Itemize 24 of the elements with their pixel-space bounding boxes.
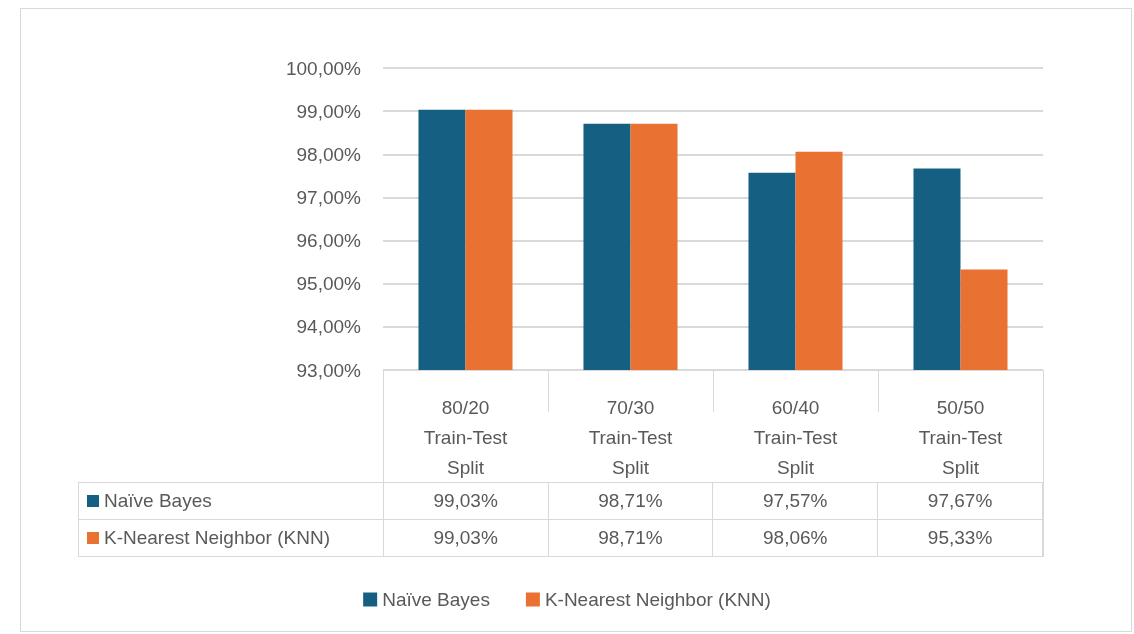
x-tick-label: 80/20 Train-Test Split (423, 396, 509, 478)
x-tick-label: 70/30 Train-Test Split (588, 396, 674, 478)
data-label: 97,67% (878, 483, 1043, 519)
y-tick-label: 94,00% (296, 316, 362, 338)
y-tick-label: 96,00% (296, 230, 362, 252)
x-tick-label: 60/40 Train-Test Split (753, 396, 839, 478)
y-tick-label: 97,00% (296, 186, 362, 208)
y-tick-label: 99,00% (296, 100, 362, 122)
y-tick-label: 95,00% (296, 273, 362, 295)
data-label: 98,71% (548, 483, 714, 519)
y-tick-label: 93,00% (296, 359, 362, 381)
text: K-Nearest Neighbor (KNN) (544, 589, 771, 610)
data-label: 98,06% (713, 520, 879, 556)
y-tick-label: 100,00% (285, 57, 362, 79)
data-label: 95,33% (878, 520, 1043, 556)
data-label: 99,03% (383, 520, 549, 556)
x-tick-label: 50/50 Train-Test Split (918, 396, 1004, 478)
legend-label: K-Nearest Neighbor (KNN) (104, 527, 330, 549)
legend-label: Naïve Bayes (382, 589, 490, 610)
y-tick-label: 98,00% (296, 143, 362, 165)
data-label: 98,71% (548, 520, 714, 556)
data-label: 99,03% (383, 483, 549, 519)
text: Naïve Bayes (104, 490, 212, 511)
data-label: 97,57% (713, 483, 879, 519)
